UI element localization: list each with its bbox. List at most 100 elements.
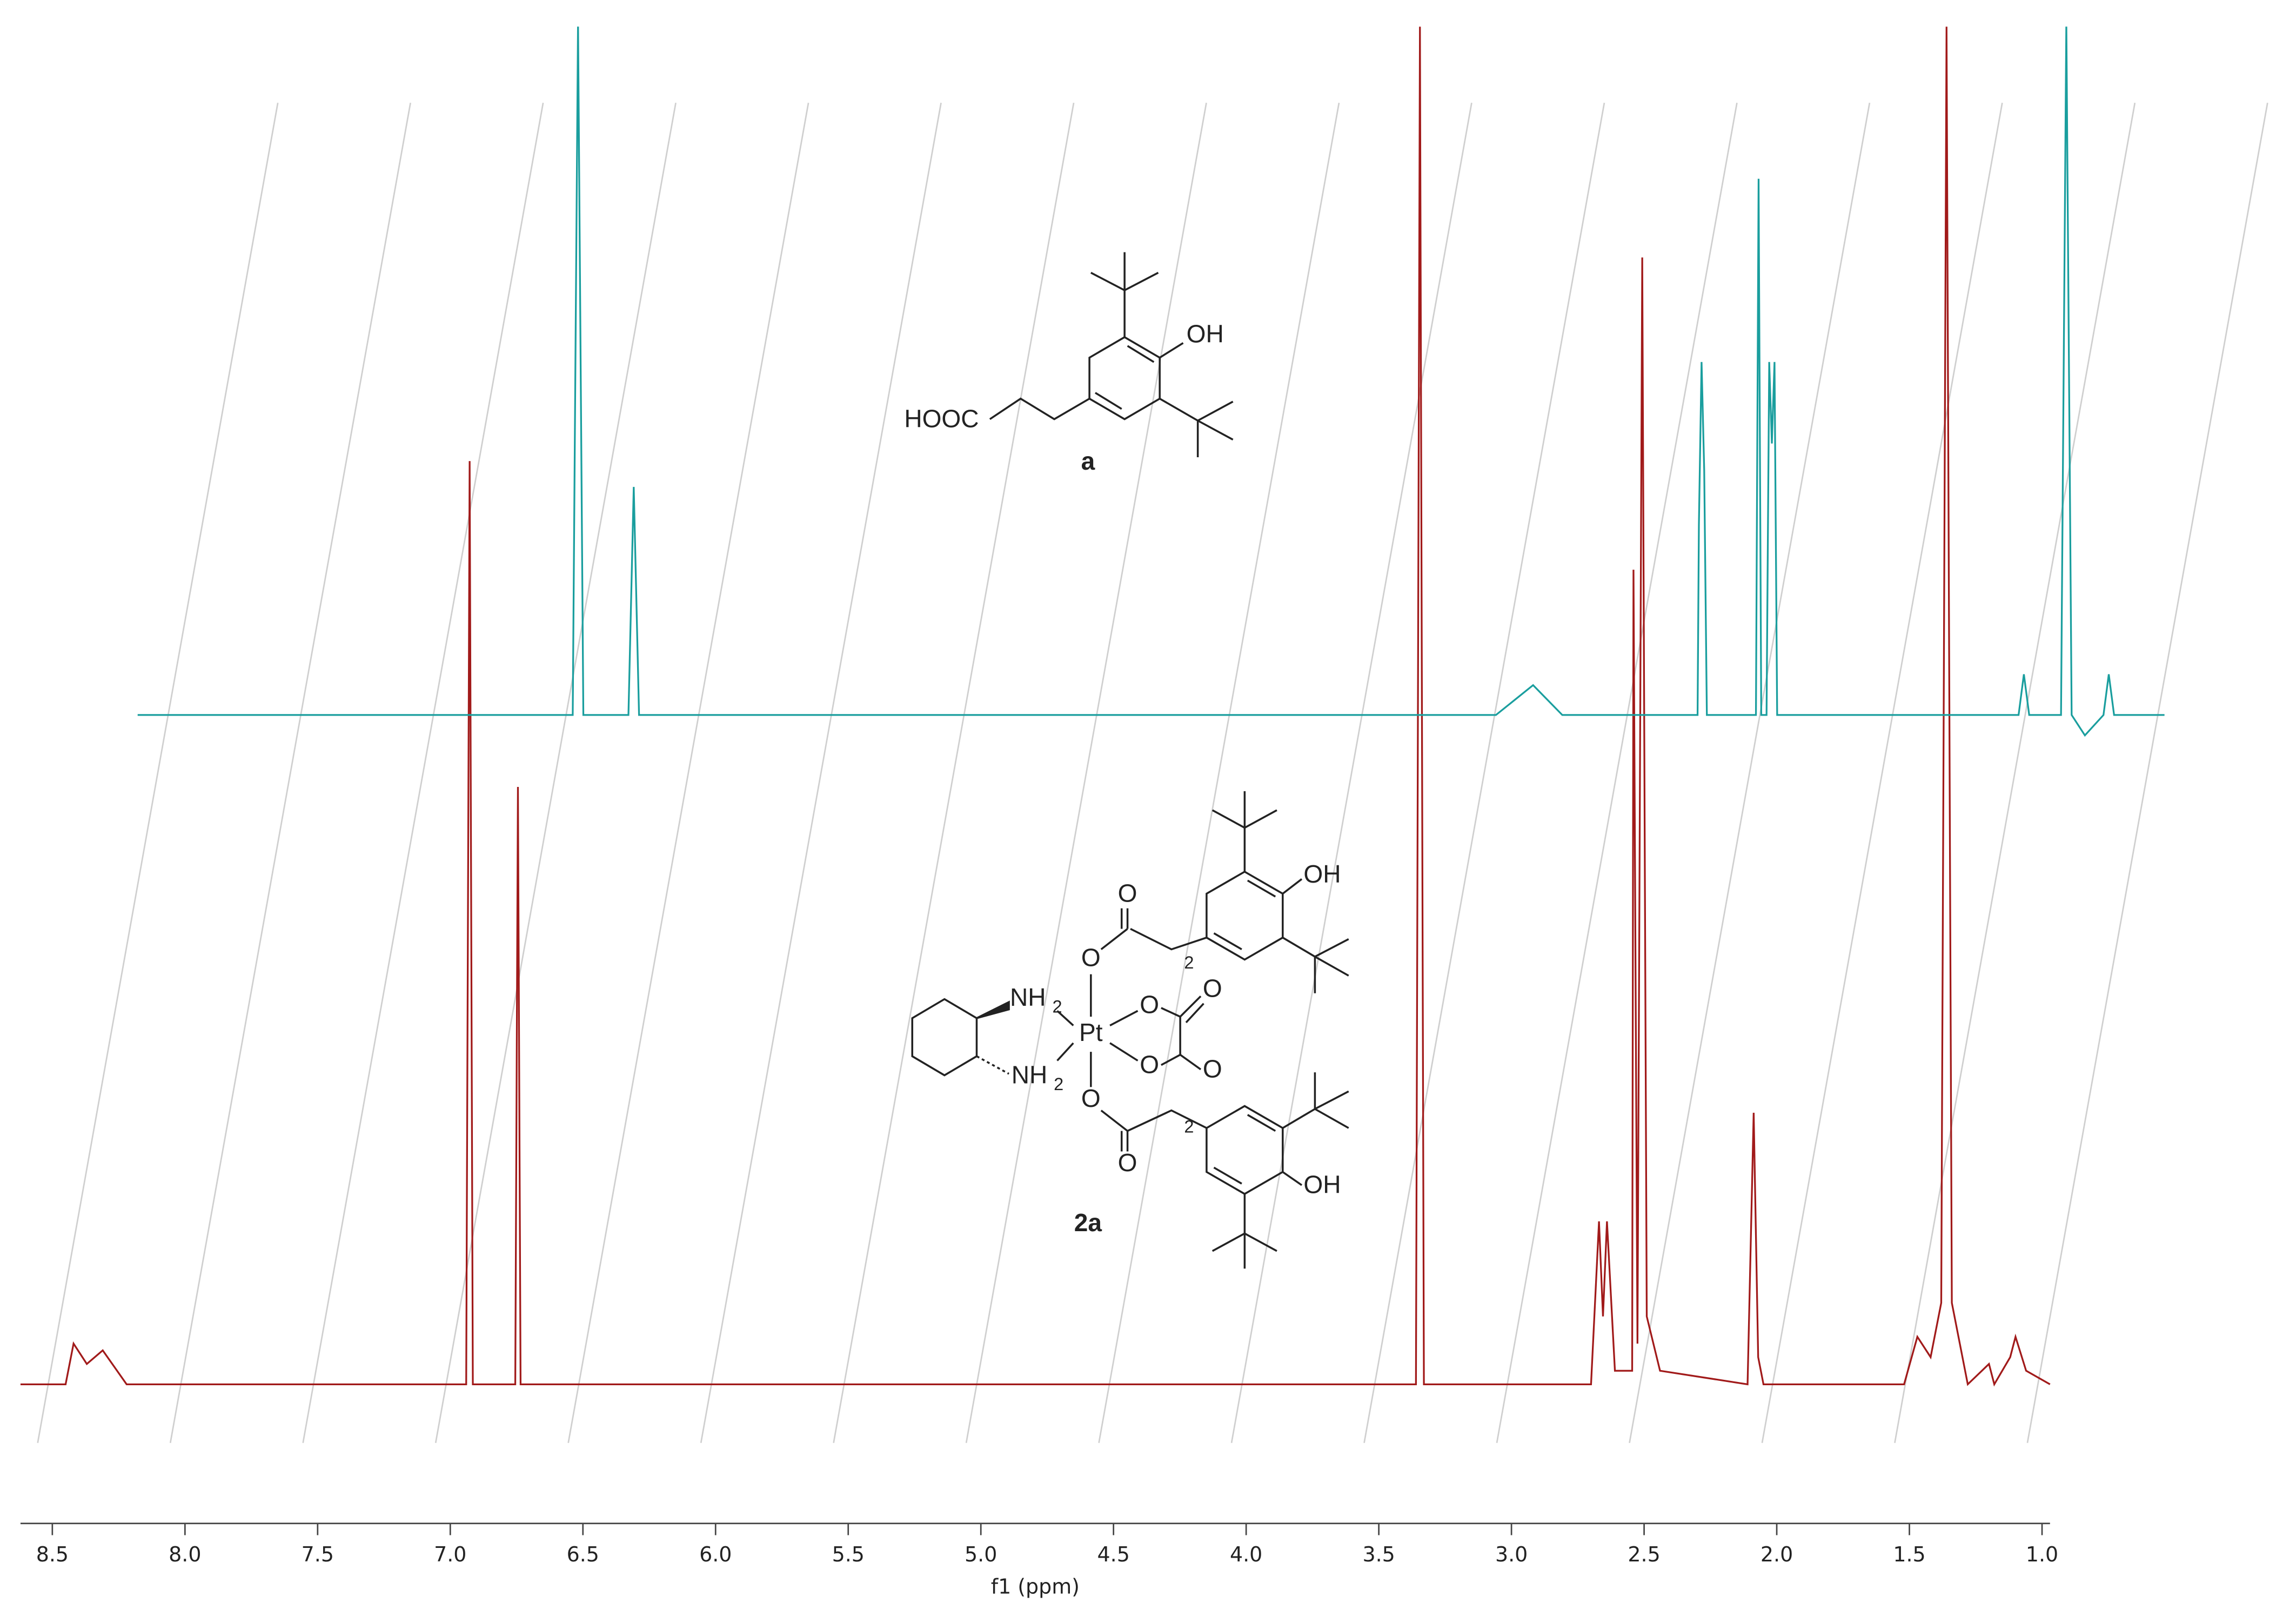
x-tick-label: 5.0 (965, 1542, 997, 1566)
bond (1124, 271, 1159, 291)
x-tick-label: 7.0 (434, 1542, 466, 1566)
grid-line (302, 102, 544, 1443)
atom-label: 2 (1184, 1117, 1194, 1137)
spectrum-line (20, 26, 2051, 1387)
bond (1314, 956, 1349, 977)
bond (1109, 1010, 1139, 1026)
bond (1282, 937, 1316, 958)
bond (1244, 809, 1277, 829)
x-tick-label: 1.0 (2026, 1542, 2058, 1566)
grid-line (169, 102, 411, 1443)
x-tick-label: 6.5 (567, 1542, 599, 1566)
bond (1206, 870, 1284, 961)
bond (989, 397, 1090, 420)
bond (1282, 1171, 1303, 1186)
spectrum-line (137, 26, 2165, 737)
bond (1161, 1007, 1181, 1018)
bond (1100, 1110, 1128, 1132)
x-tick-label: 2.0 (1761, 1542, 1793, 1566)
bond (1213, 932, 1242, 951)
x-tick-label: 1.5 (1893, 1542, 1925, 1566)
grid-line (37, 102, 279, 1443)
grid-line (1230, 102, 1472, 1443)
bond (1100, 928, 1128, 950)
compound-label: 2a (1074, 1208, 1102, 1237)
compound-label: a (1081, 447, 1095, 475)
x-tick-label: 7.5 (302, 1542, 334, 1566)
x-tick-label: 5.5 (832, 1542, 865, 1566)
bond (1109, 1042, 1139, 1061)
bond (1095, 392, 1122, 410)
bond (1127, 1109, 1207, 1132)
atom-label: OH (1303, 860, 1341, 888)
atom-label: 2 (1184, 953, 1194, 972)
atom-label: OH (1303, 1171, 1341, 1199)
atom-label: O (1203, 1055, 1222, 1083)
bond (1247, 1114, 1276, 1132)
bond (1056, 1042, 1074, 1061)
bond (1247, 879, 1276, 898)
atom-label: O (1203, 974, 1222, 1003)
grid-line (833, 102, 1075, 1443)
x-tick-label: 4.0 (1230, 1542, 1262, 1566)
grid-line (965, 102, 1207, 1443)
x-axis-label: f1 (ppm) (991, 1574, 1080, 1598)
atom-label: O (1081, 1084, 1101, 1112)
bond (1185, 1003, 1204, 1024)
bond (1206, 1105, 1284, 1196)
atom-label: 2 (1054, 1074, 1063, 1094)
atom-label: OH (1187, 319, 1224, 348)
grid-line (1894, 102, 2136, 1443)
bond (1197, 419, 1234, 441)
bond (976, 1055, 1009, 1075)
bond (1159, 342, 1184, 359)
structure-2a: O OH 2 NH 2 Pt O O O O NH 2 O O 2 O OH 2… (911, 791, 1349, 1269)
bond (1179, 995, 1202, 1018)
grid-line (567, 102, 809, 1443)
bond (1211, 809, 1246, 829)
bond (1088, 336, 1161, 420)
bond (1211, 1232, 1246, 1252)
grid-line (1098, 102, 1340, 1443)
x-tick-label: 8.0 (169, 1542, 201, 1566)
x-tick-label: 3.5 (1362, 1542, 1395, 1566)
grid-line (1629, 102, 1871, 1443)
grid-line (1363, 102, 1605, 1443)
atom-label: NH (1010, 983, 1046, 1011)
atom-label: O (1118, 879, 1137, 907)
bond (1314, 938, 1349, 958)
bond (1130, 927, 1207, 951)
x-tick-label: 6.0 (699, 1542, 732, 1566)
traces (20, 26, 2165, 1387)
grid-line (2026, 102, 2268, 1443)
atom-label: NH (1012, 1060, 1048, 1089)
bond (1282, 878, 1303, 894)
atom-label: O (1140, 990, 1159, 1018)
bond (1314, 1090, 1349, 1110)
atom-label: O (1118, 1148, 1137, 1177)
x-tick-label: 3.0 (1495, 1542, 1528, 1566)
x-tick-label: 2.5 (1628, 1542, 1660, 1566)
bond (1213, 1166, 1242, 1185)
atom-label: Pt (1079, 1018, 1103, 1046)
bond (911, 998, 978, 1077)
bond (1090, 271, 1125, 291)
atom-label: HOOC (904, 404, 979, 432)
bond (1244, 1232, 1277, 1252)
grid-line (700, 102, 942, 1443)
bond (1282, 1108, 1316, 1129)
bond (1197, 400, 1234, 422)
atom-label: 2 (1052, 997, 1062, 1016)
x-tick-label: 4.5 (1097, 1542, 1130, 1566)
bond (1161, 1054, 1181, 1066)
grid (37, 102, 2268, 1443)
x-axis-ticks: 8.5 8.0 7.5 7.0 6.5 6.0 5.5 5.0 4.5 4.0 3.5 3.0 2.5 2… (36, 1523, 2058, 1566)
bond (1127, 345, 1155, 363)
grid-line (434, 102, 677, 1443)
bond (1314, 1108, 1349, 1129)
structure-a: OH HOOC a (904, 252, 1234, 475)
bond (976, 1000, 1010, 1019)
grid-line (1761, 102, 2003, 1443)
x-tick-label: 8.5 (36, 1542, 69, 1566)
